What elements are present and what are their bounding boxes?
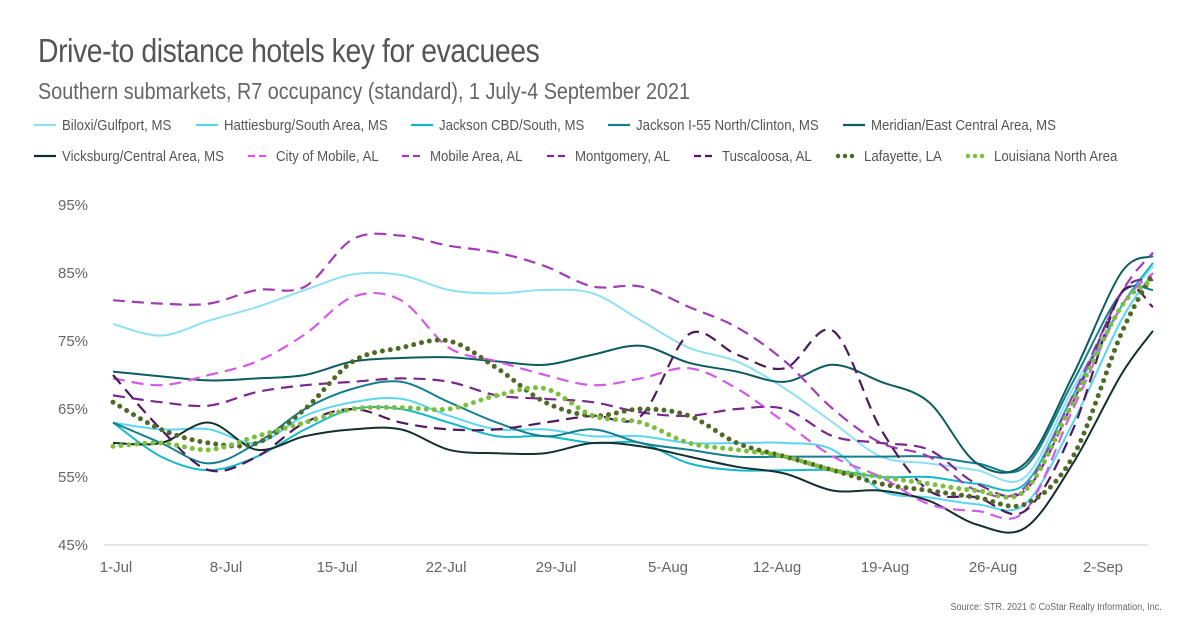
legend-label: Mobile Area, AL	[430, 147, 523, 165]
source-note: Source: STR. 2021 © CoStar Realty Inform…	[950, 602, 1162, 613]
legend-swatch-icon	[965, 153, 991, 159]
series-line-jackson-i-55-north-clinton-ms	[112, 284, 1154, 474]
legend-label: Louisiana North Area	[994, 147, 1118, 165]
series-line-jackson-cbd-south-ms	[112, 262, 1154, 492]
legend-swatch-icon	[411, 123, 434, 127]
legend-label: Hattiesburg/South Area, MS	[223, 116, 388, 134]
legend-swatch-icon	[34, 154, 56, 158]
legend-swatch-icon	[835, 153, 860, 159]
legend-label: Jackson CBD/South, MS	[439, 116, 585, 134]
series-line-vicksburg-central-area-ms	[112, 330, 1154, 534]
chart-subtitle: Southern submarkets, R7 occupancy (stand…	[38, 78, 690, 104]
legend-item: Lafayette, LA	[834, 148, 942, 165]
x-tick-label: 12-Aug	[753, 559, 801, 576]
series-line-tuscaloosa-al	[112, 285, 1154, 516]
chart-title: Drive-to distance hotels key for evacuee…	[38, 32, 540, 69]
legend-swatch-icon	[247, 154, 270, 158]
legend-item: Jackson I-55 North/Clinton, MS	[606, 116, 820, 134]
legend-item: Tuscaloosa, AL	[692, 148, 812, 165]
legend-label: Lafayette, LA	[863, 147, 942, 165]
x-tick-label: 15-Jul	[317, 559, 358, 576]
series-lines	[110, 232, 1156, 534]
legend-row-1: Biloxi/Gulfport, MS Hattiesburg/South Are…	[32, 115, 1078, 135]
series-line-louisiana-north-area	[110, 277, 1156, 500]
legend-item: Biloxi/Gulfport, MS	[32, 117, 172, 134]
legend-swatch-icon	[694, 154, 717, 158]
legend-swatch-icon	[402, 154, 425, 158]
x-tick-label: 19-Aug	[861, 559, 909, 576]
series-line-city-of-mobile-al	[112, 272, 1154, 520]
y-tick-label: 65%	[58, 401, 88, 418]
legend-item: Jackson CBD/South, MS	[409, 117, 584, 134]
x-tick-label: 22-Jul	[426, 559, 467, 576]
x-tick-label: 2-Sep	[1083, 559, 1123, 576]
legend-item: Mobile Area, AL	[400, 148, 523, 165]
y-tick-label: 45%	[58, 537, 88, 554]
y-tick-label: 95%	[58, 197, 88, 214]
legend-item: Montgomery, AL	[545, 148, 670, 165]
legend-swatch-icon	[842, 123, 865, 127]
legend-item: Louisiana North Area	[964, 148, 1117, 165]
series-line-hattiesburg-south-area-ms	[112, 272, 1154, 512]
x-tick-label: 26-Aug	[969, 559, 1017, 576]
y-tick-label: 75%	[58, 333, 88, 350]
x-axis: 1-Jul 8-Jul 15-Jul 22-Jul 29-Jul 5-Aug 12-Aug 1…	[100, 559, 1123, 576]
x-tick-label: 8-Jul	[210, 559, 243, 576]
series-line-mobile-area-al	[112, 232, 1154, 498]
series-line-lafayette-la	[110, 270, 1156, 509]
y-tick-label: 55%	[58, 469, 88, 486]
x-tick-label: 29-Jul	[536, 559, 577, 576]
y-axis: 95% 85% 75% 65% 55% 45%	[58, 197, 1148, 554]
legend-label: Jackson I-55 North/Clinton, MS	[636, 116, 820, 134]
legend-label: City of Mobile, AL	[275, 147, 379, 165]
legend-label: Vicksburg/Central Area, MS	[62, 147, 224, 165]
legend-row-2: Vicksburg/Central Area, MS City of Mobile…	[32, 146, 1140, 166]
series-line-biloxi-gulfport-ms	[112, 265, 1154, 483]
legend-label: Montgomery, AL	[574, 147, 671, 165]
legend-label: Tuscaloosa, AL	[722, 147, 812, 165]
legend-label: Meridian/East Central Area, MS	[870, 116, 1056, 134]
legend-item: City of Mobile, AL	[246, 147, 379, 165]
x-tick-label: 5-Aug	[648, 559, 688, 576]
legend-label: Biloxi/Gulfport, MS	[62, 116, 172, 134]
y-tick-label: 85%	[58, 265, 88, 282]
legend-swatch-icon	[34, 123, 56, 127]
x-tick-label: 1-Jul	[100, 559, 133, 576]
legend-swatch-icon	[195, 123, 218, 127]
line-chart: 95% 85% 75% 65% 55% 45% 1-Jul 8-Jul 15-Jul 22-Ju…	[58, 197, 1156, 576]
series-line-montgomery-al	[112, 278, 1154, 498]
legend-item: Meridian/East Central Area, MS	[841, 117, 1056, 134]
legend-swatch-icon	[546, 154, 569, 158]
series-line-meridian-east-central-area-ms	[112, 255, 1154, 474]
legend-swatch-icon	[608, 123, 631, 127]
legend-item: Hattiesburg/South Area, MS	[194, 116, 388, 134]
legend-item: Vicksburg/Central Area, MS	[32, 148, 224, 165]
